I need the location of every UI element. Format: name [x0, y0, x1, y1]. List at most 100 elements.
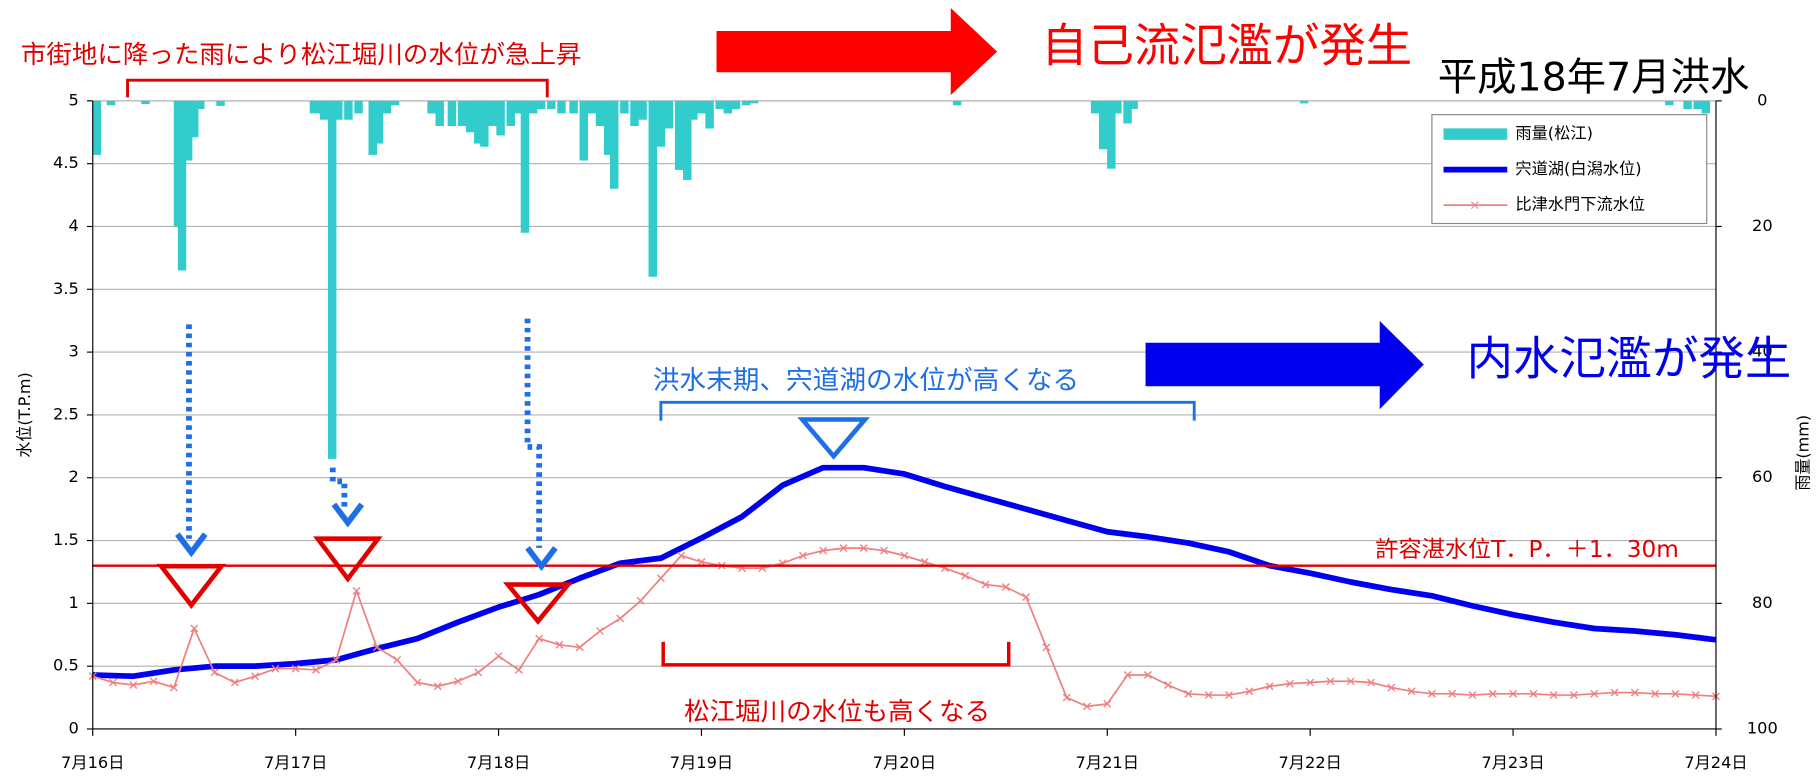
marker — [535, 634, 544, 643]
rain-bar — [520, 100, 530, 233]
x-tick-label: 7月23日 — [1481, 753, 1544, 772]
rain-bar — [344, 100, 353, 120]
rain-bar — [1098, 100, 1108, 150]
y-tick-label: 3.5 — [53, 279, 79, 298]
y-tick-label: 0.5 — [53, 656, 79, 675]
y-tick-label: 5 — [69, 90, 79, 109]
x-tick-label: 7月24日 — [1684, 753, 1747, 772]
rain-bar — [496, 100, 505, 136]
rain-bar — [952, 100, 962, 106]
rain-bar — [488, 100, 497, 126]
marker — [433, 682, 442, 691]
rain-bar — [183, 100, 193, 161]
arrow-head — [175, 532, 208, 558]
marker — [271, 664, 280, 673]
annotation: 洪水末期、宍道湖の水位が高くなる — [653, 365, 1079, 396]
x-tick-label: 7月18日 — [467, 753, 530, 772]
y2-axis-label: 雨量(mm) — [1794, 415, 1813, 491]
rain-bar — [368, 100, 377, 155]
marker — [1387, 683, 1396, 692]
marker — [596, 627, 604, 635]
rain-bar — [196, 100, 205, 110]
rain-bar — [705, 100, 714, 129]
rain-bar — [1299, 100, 1309, 104]
legend-swatch — [1443, 128, 1508, 140]
rain-bar — [528, 100, 538, 114]
rain-bar — [1113, 100, 1122, 114]
marker — [981, 580, 990, 589]
rain-bar — [435, 100, 444, 126]
rain-bar — [92, 100, 102, 155]
y-tick-label: 1.5 — [53, 530, 79, 549]
marker — [616, 614, 625, 623]
rain-bar — [1107, 100, 1116, 169]
legend-label: 宍道湖(白潟水位) — [1515, 159, 1641, 178]
x-tick-label: 7月20日 — [873, 753, 936, 772]
marker — [129, 681, 138, 689]
rain-bar — [1701, 100, 1711, 114]
y-tick-label: 3 — [69, 342, 79, 361]
marker — [656, 574, 665, 583]
marker — [1326, 677, 1335, 686]
rain-bar — [741, 100, 751, 106]
triangles — [156, 536, 573, 625]
marker — [555, 640, 564, 649]
marker — [1083, 702, 1091, 711]
rain-bar — [683, 100, 692, 181]
bracket — [661, 641, 1011, 667]
rain-bar — [536, 100, 546, 110]
legend-label: 雨量(松江) — [1515, 124, 1593, 143]
marker — [1143, 671, 1152, 679]
marker — [636, 596, 645, 605]
dotted-arrows — [186, 318, 543, 548]
x-tick-label: 7月22日 — [1278, 753, 1341, 772]
rain-bar — [177, 100, 187, 271]
marker — [1265, 682, 1274, 691]
x-tick-label: 7月19日 — [670, 753, 733, 772]
rain-bar — [216, 100, 225, 106]
marker — [920, 557, 929, 566]
rain-bar — [674, 100, 684, 170]
marker — [393, 655, 402, 664]
rain-bar — [609, 100, 619, 189]
reference-label: 許容湛水位T．P．＋1．30m — [1375, 537, 1679, 563]
triangle — [313, 536, 383, 583]
dotted-arrow — [329, 467, 348, 511]
red-arrow — [716, 8, 998, 96]
marker — [1022, 593, 1031, 602]
marker — [210, 668, 219, 677]
marker — [1001, 583, 1010, 591]
rain-bar — [569, 100, 578, 114]
blue-arrow — [1145, 320, 1424, 410]
rain-bar — [723, 100, 733, 114]
rain-bar — [319, 100, 329, 120]
rain-bar — [603, 100, 613, 155]
marker — [1367, 678, 1376, 687]
annotation: 松江堀川の水位も高くなる — [684, 696, 990, 726]
marker — [575, 643, 584, 652]
y2-tick-label: 60 — [1752, 467, 1773, 486]
rain-bar — [664, 100, 674, 129]
marker — [169, 683, 178, 692]
rain-bar — [557, 100, 566, 114]
marker — [961, 571, 970, 580]
y2-tick-label: 20 — [1752, 216, 1773, 235]
y2-tick-label: 80 — [1752, 593, 1773, 612]
rain-bar — [749, 100, 759, 104]
marker — [230, 678, 239, 687]
triangle — [797, 417, 870, 460]
marker — [454, 677, 462, 686]
annotation: 内水氾濫が発生 — [1467, 332, 1792, 386]
marker — [697, 557, 706, 566]
marker — [798, 551, 807, 560]
marker — [1549, 691, 1558, 699]
marker — [1407, 687, 1416, 696]
rain-bar — [474, 100, 483, 144]
marker — [474, 668, 483, 677]
marker — [251, 672, 260, 681]
triangle — [502, 582, 573, 625]
marker — [859, 544, 868, 553]
arrow-heads — [175, 502, 558, 571]
rain-bar — [514, 100, 524, 114]
rain-bar — [1090, 100, 1100, 114]
